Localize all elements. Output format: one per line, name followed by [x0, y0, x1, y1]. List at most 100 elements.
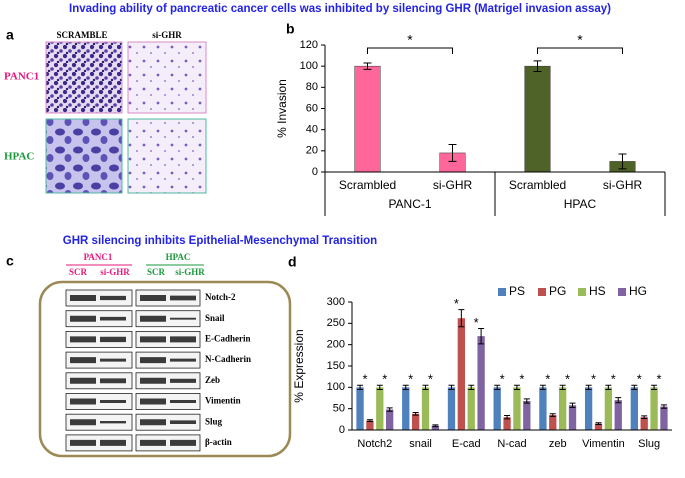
protein-label: N-Cadherin: [205, 354, 251, 364]
error-bar: [448, 384, 455, 390]
panel-label: d: [288, 254, 297, 270]
error-bar: [660, 404, 667, 409]
legend-swatch: [578, 288, 586, 296]
panel-label: a: [6, 27, 14, 43]
micrograph: [45, 118, 123, 194]
blot-box: [135, 434, 201, 452]
blot-band: [70, 439, 196, 446]
x-tick-label: Slug: [638, 438, 660, 450]
bar: [604, 387, 613, 430]
significance-bracket: [537, 47, 623, 54]
x-tick-label: snail: [409, 438, 432, 450]
bar: [431, 425, 440, 430]
bar: [354, 65, 381, 173]
y-tick-label: 200: [327, 339, 345, 351]
legend-swatch: [498, 288, 506, 296]
x-tick-label: Scrambled: [339, 178, 396, 192]
bar: [503, 417, 511, 430]
blot-band: [70, 357, 196, 364]
figure-title: Invading ability of pancreatic cancer ce…: [69, 3, 611, 15]
error-bar: [641, 415, 648, 419]
error-bar: [549, 413, 556, 417]
y-tick-label: 300: [327, 296, 345, 308]
y-tick-label: 150: [327, 360, 345, 372]
significance-label: *: [519, 372, 524, 387]
error-bar: [478, 327, 485, 345]
error-bar: [363, 62, 372, 70]
y-tick-label: 100: [327, 381, 345, 393]
blot-box: [65, 289, 133, 307]
micrograph: [45, 41, 123, 114]
error-bar: [448, 143, 457, 162]
error-bar: [631, 384, 638, 390]
significance-label: *: [656, 372, 661, 387]
protein-label: β-actin: [205, 437, 232, 447]
error-bar: [523, 398, 530, 404]
bar: [457, 318, 466, 430]
error-bar: [376, 384, 383, 390]
bar: [366, 420, 374, 430]
x-tick-label: si-GHR: [603, 178, 643, 192]
bar: [477, 336, 485, 430]
bar: [539, 387, 547, 430]
significance-label: *: [362, 372, 367, 387]
blot-band: [70, 336, 196, 343]
y-tick-label: 40: [306, 124, 318, 136]
blot-box: [65, 413, 133, 431]
micrograph: [127, 41, 207, 114]
blot-box: [135, 330, 201, 348]
blot-band: [70, 377, 196, 384]
bar: [630, 387, 638, 430]
group-label: PANC1: [84, 252, 113, 262]
y-axis-label: % Invasion: [275, 79, 289, 138]
x-tick-label: zeb: [549, 438, 567, 450]
column-label: SCRAMBLE: [56, 30, 107, 40]
x-tick-label: Scrambled: [509, 178, 566, 192]
legend-swatch: [618, 288, 626, 296]
error-bar: [357, 384, 364, 390]
bar: [594, 423, 603, 430]
significance-label: *: [500, 372, 505, 387]
group-label: PANC-1: [388, 197, 431, 211]
panel-label: c: [6, 253, 14, 269]
bar: [640, 417, 648, 430]
bar: [549, 415, 557, 430]
bar: [467, 387, 475, 430]
legend-label: HG: [629, 284, 647, 298]
protein-label: Zeb: [205, 375, 220, 385]
blot-box: [65, 393, 133, 410]
error-bar: [513, 384, 520, 390]
panel-label: b: [286, 21, 295, 37]
blot-band: [70, 419, 196, 426]
error-bar: [494, 384, 501, 390]
error-bar: [504, 414, 511, 420]
lane-label: si-GHR: [175, 267, 205, 277]
bar: [568, 405, 577, 430]
blot-box: [135, 413, 201, 431]
lane-label: SCR: [147, 267, 166, 277]
bar: [493, 387, 501, 430]
blot-box: [135, 351, 201, 369]
protein-label: Snail: [205, 313, 225, 323]
y-tick-label: 60: [306, 102, 318, 114]
error-bar: [651, 384, 658, 390]
section-title: GHR silencing inhibits Epithelial-Mesenc…: [63, 235, 377, 247]
blot-band: [70, 398, 196, 405]
protein-label: Vimentin: [205, 396, 241, 406]
column-label: si-GHR: [152, 30, 182, 40]
protein-label: E-Cadherin: [205, 333, 251, 343]
blot-box: [65, 351, 133, 369]
lane-label: SCR: [69, 267, 88, 277]
group-label: HPAC: [166, 252, 191, 262]
error-bar: [615, 397, 622, 404]
group-label: HPAC: [564, 197, 597, 211]
bar: [584, 387, 593, 430]
error-bar: [422, 384, 429, 390]
micrograph: [127, 118, 207, 194]
error-bar: [559, 384, 566, 390]
error-bar: [402, 384, 409, 390]
lane-label: si-GHR: [100, 267, 130, 277]
error-bar: [585, 384, 592, 390]
error-bar: [605, 384, 612, 390]
